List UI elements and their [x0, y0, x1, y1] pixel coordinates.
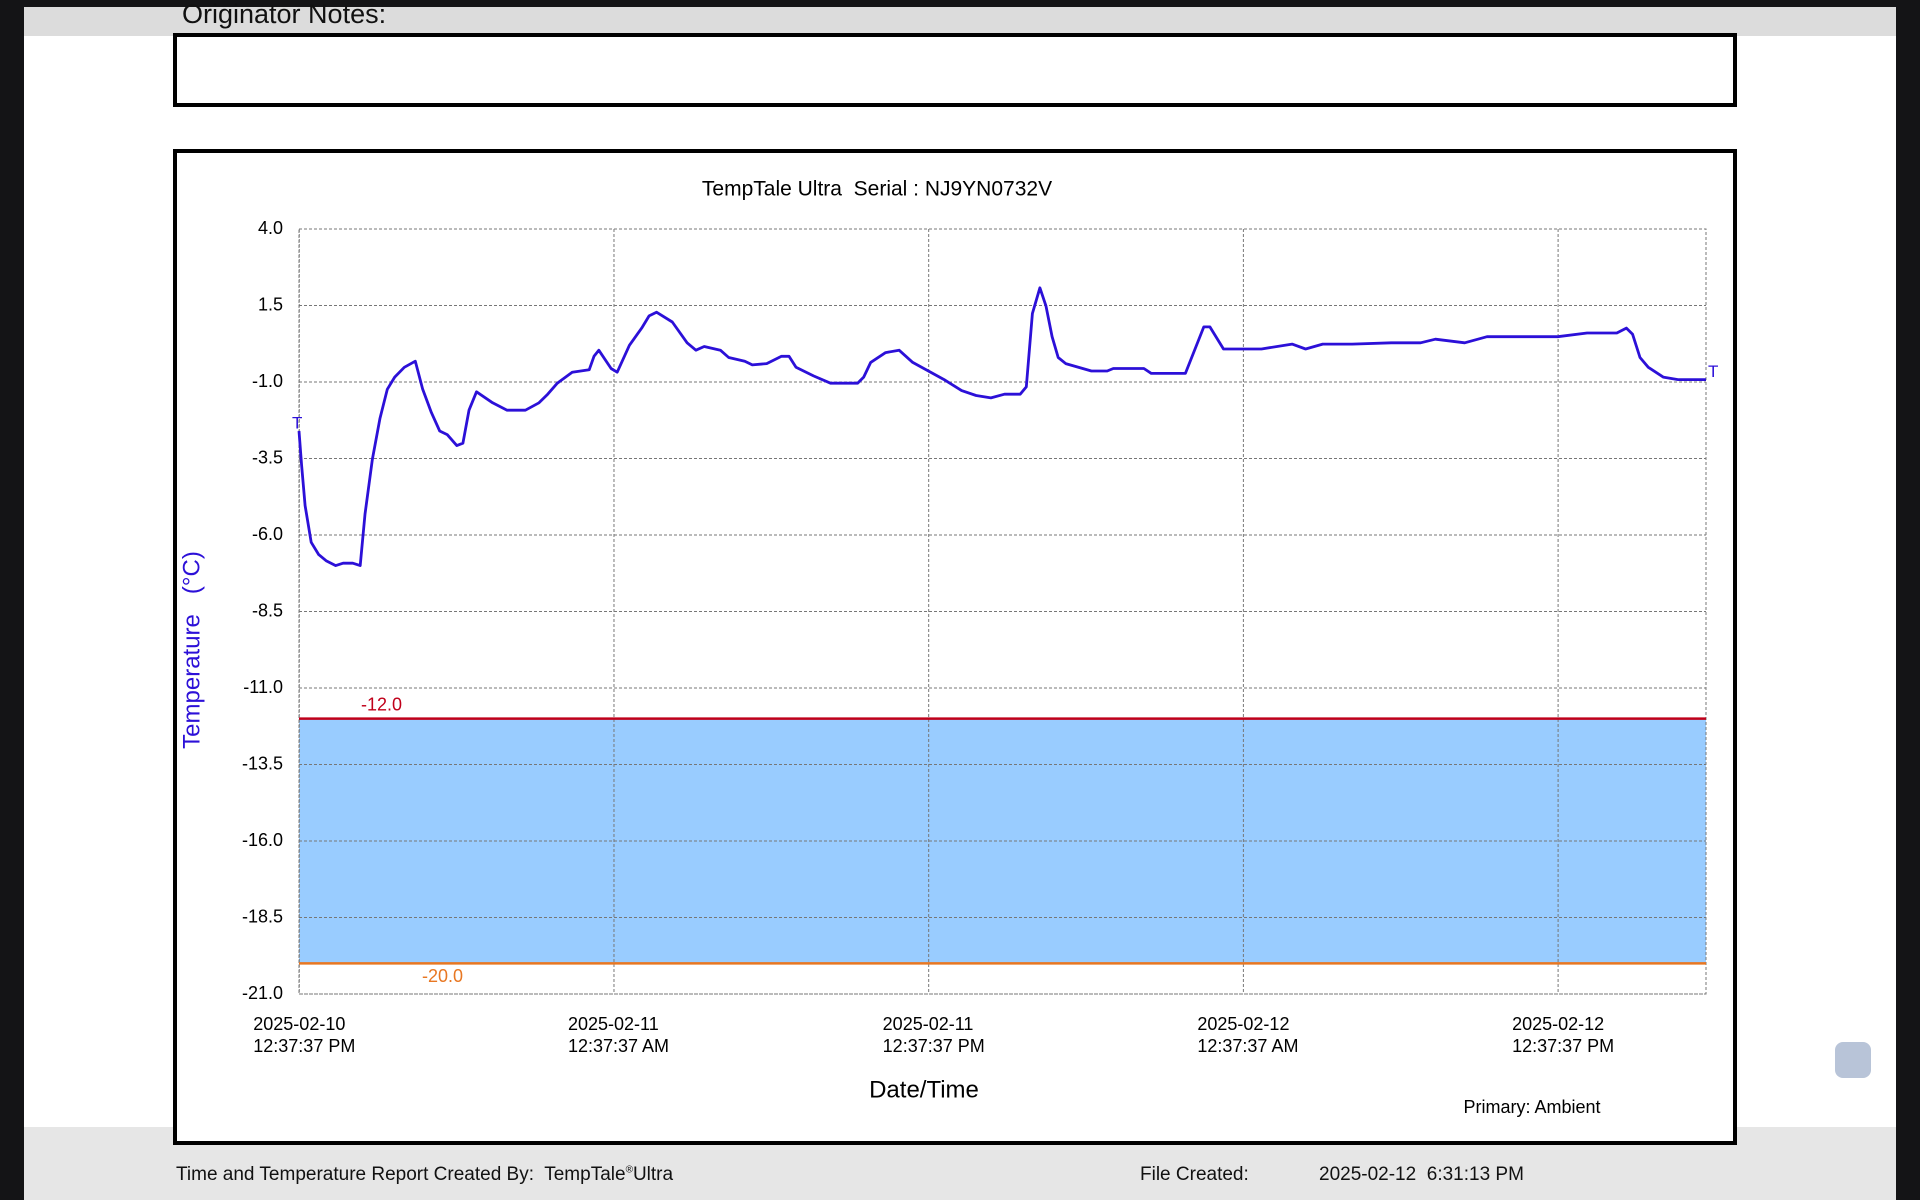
top-band — [24, 7, 1896, 36]
trip-end-marker: T — [1708, 362, 1718, 381]
y-tick-label: -11.0 — [243, 677, 283, 697]
x-tick-label: 2025-02-11 12:37:37 AM — [567, 1014, 670, 1056]
side-button[interactable] — [1835, 1042, 1871, 1078]
chart-frame — [173, 149, 1737, 1145]
threshold-label: -12.0 — [361, 694, 402, 714]
y-tick-label: -8.5 — [252, 600, 283, 620]
series-note: Primary: Ambient — [1463, 1097, 1600, 1117]
x-axis-label: Date/Time — [869, 1076, 979, 1103]
y-tick-label: -1.0 — [252, 371, 283, 391]
document-page: Originator Notes: Time and Temperature R… — [24, 0, 1896, 1200]
footer-created-by: Time and Temperature Report Created By: … — [176, 1164, 673, 1186]
footer-product-suffix: Ultra — [632, 1164, 674, 1185]
temperature-line — [297, 286, 1706, 567]
threshold-label: -20.0 — [422, 966, 463, 986]
x-tick-label: 2025-02-12 12:37:37 PM — [1512, 1014, 1615, 1056]
y-tick-label: 4.0 — [258, 218, 283, 238]
notes-label: Originator Notes: — [182, 0, 387, 29]
y-tick-label: -21.0 — [242, 983, 283, 1003]
notes-box — [173, 33, 1737, 107]
y-tick-label: -13.5 — [242, 753, 283, 773]
y-axis-label: Temperature (°C) — [178, 551, 205, 749]
footer-reg: ® — [625, 1164, 633, 1176]
footer-label: Time and Temperature Report Created By: — [176, 1164, 535, 1185]
x-tick-label: 2025-02-11 12:37:37 PM — [882, 1014, 985, 1056]
file-created-label: File Created: — [1140, 1164, 1249, 1185]
y-tick-label: -16.0 — [242, 830, 283, 850]
y-tick-label: -6.0 — [252, 524, 283, 544]
trip-start-marker: T — [292, 413, 302, 432]
y-tick-label: -3.5 — [252, 447, 283, 467]
plot-border — [298, 228, 1707, 995]
x-tick-label: 2025-02-10 12:37:37 PM — [253, 1014, 356, 1056]
y-tick-label: -18.5 — [242, 906, 283, 926]
file-created-date: 2025-02-12 6:31:13 PM — [1319, 1164, 1524, 1185]
chart-title: TempTale Ultra Serial : NJ9YN0732V — [702, 178, 1052, 201]
x-tick-label: 2025-02-12 12:37:37 AM — [1197, 1014, 1299, 1056]
y-tick-label: 1.5 — [258, 294, 283, 314]
footer-product: TempTale — [544, 1164, 626, 1185]
